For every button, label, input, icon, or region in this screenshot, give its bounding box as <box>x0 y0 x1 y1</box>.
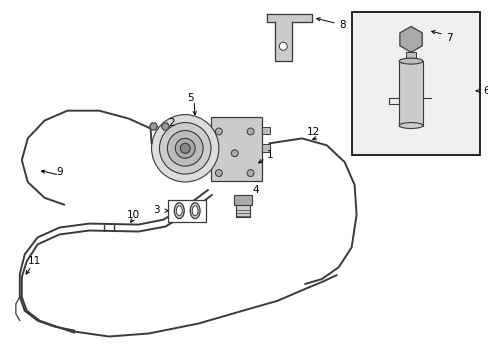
Circle shape <box>159 122 210 174</box>
Bar <box>210 117 262 181</box>
Ellipse shape <box>176 206 182 216</box>
Bar <box>168 200 205 222</box>
Ellipse shape <box>190 203 200 219</box>
Text: 2: 2 <box>168 118 175 127</box>
Circle shape <box>246 170 254 176</box>
Circle shape <box>215 128 222 135</box>
Ellipse shape <box>174 203 184 219</box>
Bar <box>235 195 249 217</box>
Text: 9: 9 <box>56 167 63 177</box>
Text: 4: 4 <box>252 185 259 195</box>
Text: 5: 5 <box>186 93 193 103</box>
Text: 10: 10 <box>126 210 140 220</box>
Bar <box>406 52 415 58</box>
Text: 6: 6 <box>483 86 488 96</box>
Circle shape <box>246 128 254 135</box>
Circle shape <box>231 150 238 157</box>
Circle shape <box>151 114 219 182</box>
Polygon shape <box>399 27 421 52</box>
Text: 1: 1 <box>266 150 272 160</box>
Circle shape <box>175 138 195 158</box>
Text: 3: 3 <box>153 205 160 215</box>
Ellipse shape <box>192 206 198 216</box>
Ellipse shape <box>398 122 422 129</box>
Bar <box>262 144 270 152</box>
Ellipse shape <box>398 58 422 64</box>
Polygon shape <box>267 14 311 61</box>
Circle shape <box>279 42 286 50</box>
Circle shape <box>180 143 190 153</box>
Polygon shape <box>149 123 157 130</box>
Text: 8: 8 <box>338 21 345 31</box>
Text: 7: 7 <box>445 33 451 43</box>
Bar <box>351 12 479 155</box>
Bar <box>398 61 422 126</box>
Bar <box>233 195 251 205</box>
Polygon shape <box>161 123 169 130</box>
Text: 11: 11 <box>28 256 41 266</box>
Bar <box>262 126 270 134</box>
Text: 12: 12 <box>306 127 320 138</box>
Circle shape <box>215 170 222 176</box>
Circle shape <box>167 130 203 166</box>
